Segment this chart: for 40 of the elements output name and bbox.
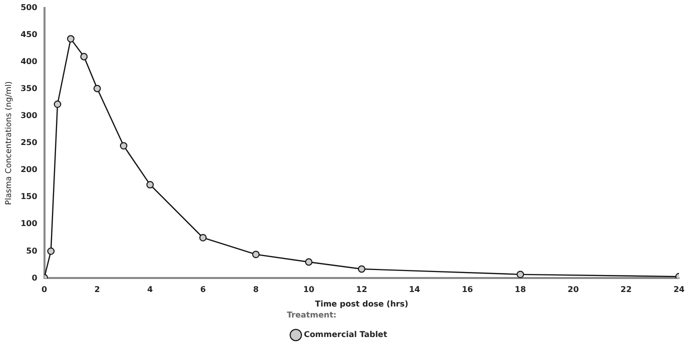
y-tick-label: 50 [26,246,38,256]
y-tick-label: 250 [20,138,38,148]
y-tick-label: 100 [20,219,38,228]
x-tick-label: 12 [356,285,368,294]
y-tick-label: 300 [20,111,38,120]
x-tick-label: 2 [94,285,100,294]
x-tick-label: 20 [568,285,580,294]
x-tick-label: 18 [514,285,526,294]
point [252,250,260,258]
point [516,270,524,278]
point [47,247,55,255]
point [146,181,154,188]
x-tick-label: 6 [200,285,206,294]
y-tick-label: 450 [20,30,38,40]
x-tick-label: 24 [673,285,685,294]
y-tick-label: 500 [20,3,38,12]
y-tick-label: 200 [20,165,38,174]
x-tick-label: 10 [303,285,315,294]
point [120,142,128,150]
x-tick-label: 4 [147,285,154,294]
legend-label: Commercial Tablet [304,330,388,340]
x-tick-label: 14 [408,285,421,294]
y-tick-label: 150 [20,192,38,202]
point [305,258,312,266]
point [54,100,62,108]
y-tick-label: 350 [20,84,38,94]
x-axis-title: Time post dose (hrs) [315,300,408,309]
point [93,84,101,92]
point [199,234,207,242]
x-tick-label: 16 [462,285,474,294]
legend-title: Treatment: [286,310,336,320]
y-tick-label: 400 [20,57,38,66]
point [80,52,88,60]
point [358,265,366,273]
y-tick-label: 0 [32,273,38,282]
x-tick-label: 8 [253,285,260,294]
x-tick-label: 0 [42,285,48,294]
x-tick-label: 22 [620,285,632,294]
y-axis-title: Plasma Concentrations (ng/ml) [4,81,13,205]
point [67,35,74,43]
